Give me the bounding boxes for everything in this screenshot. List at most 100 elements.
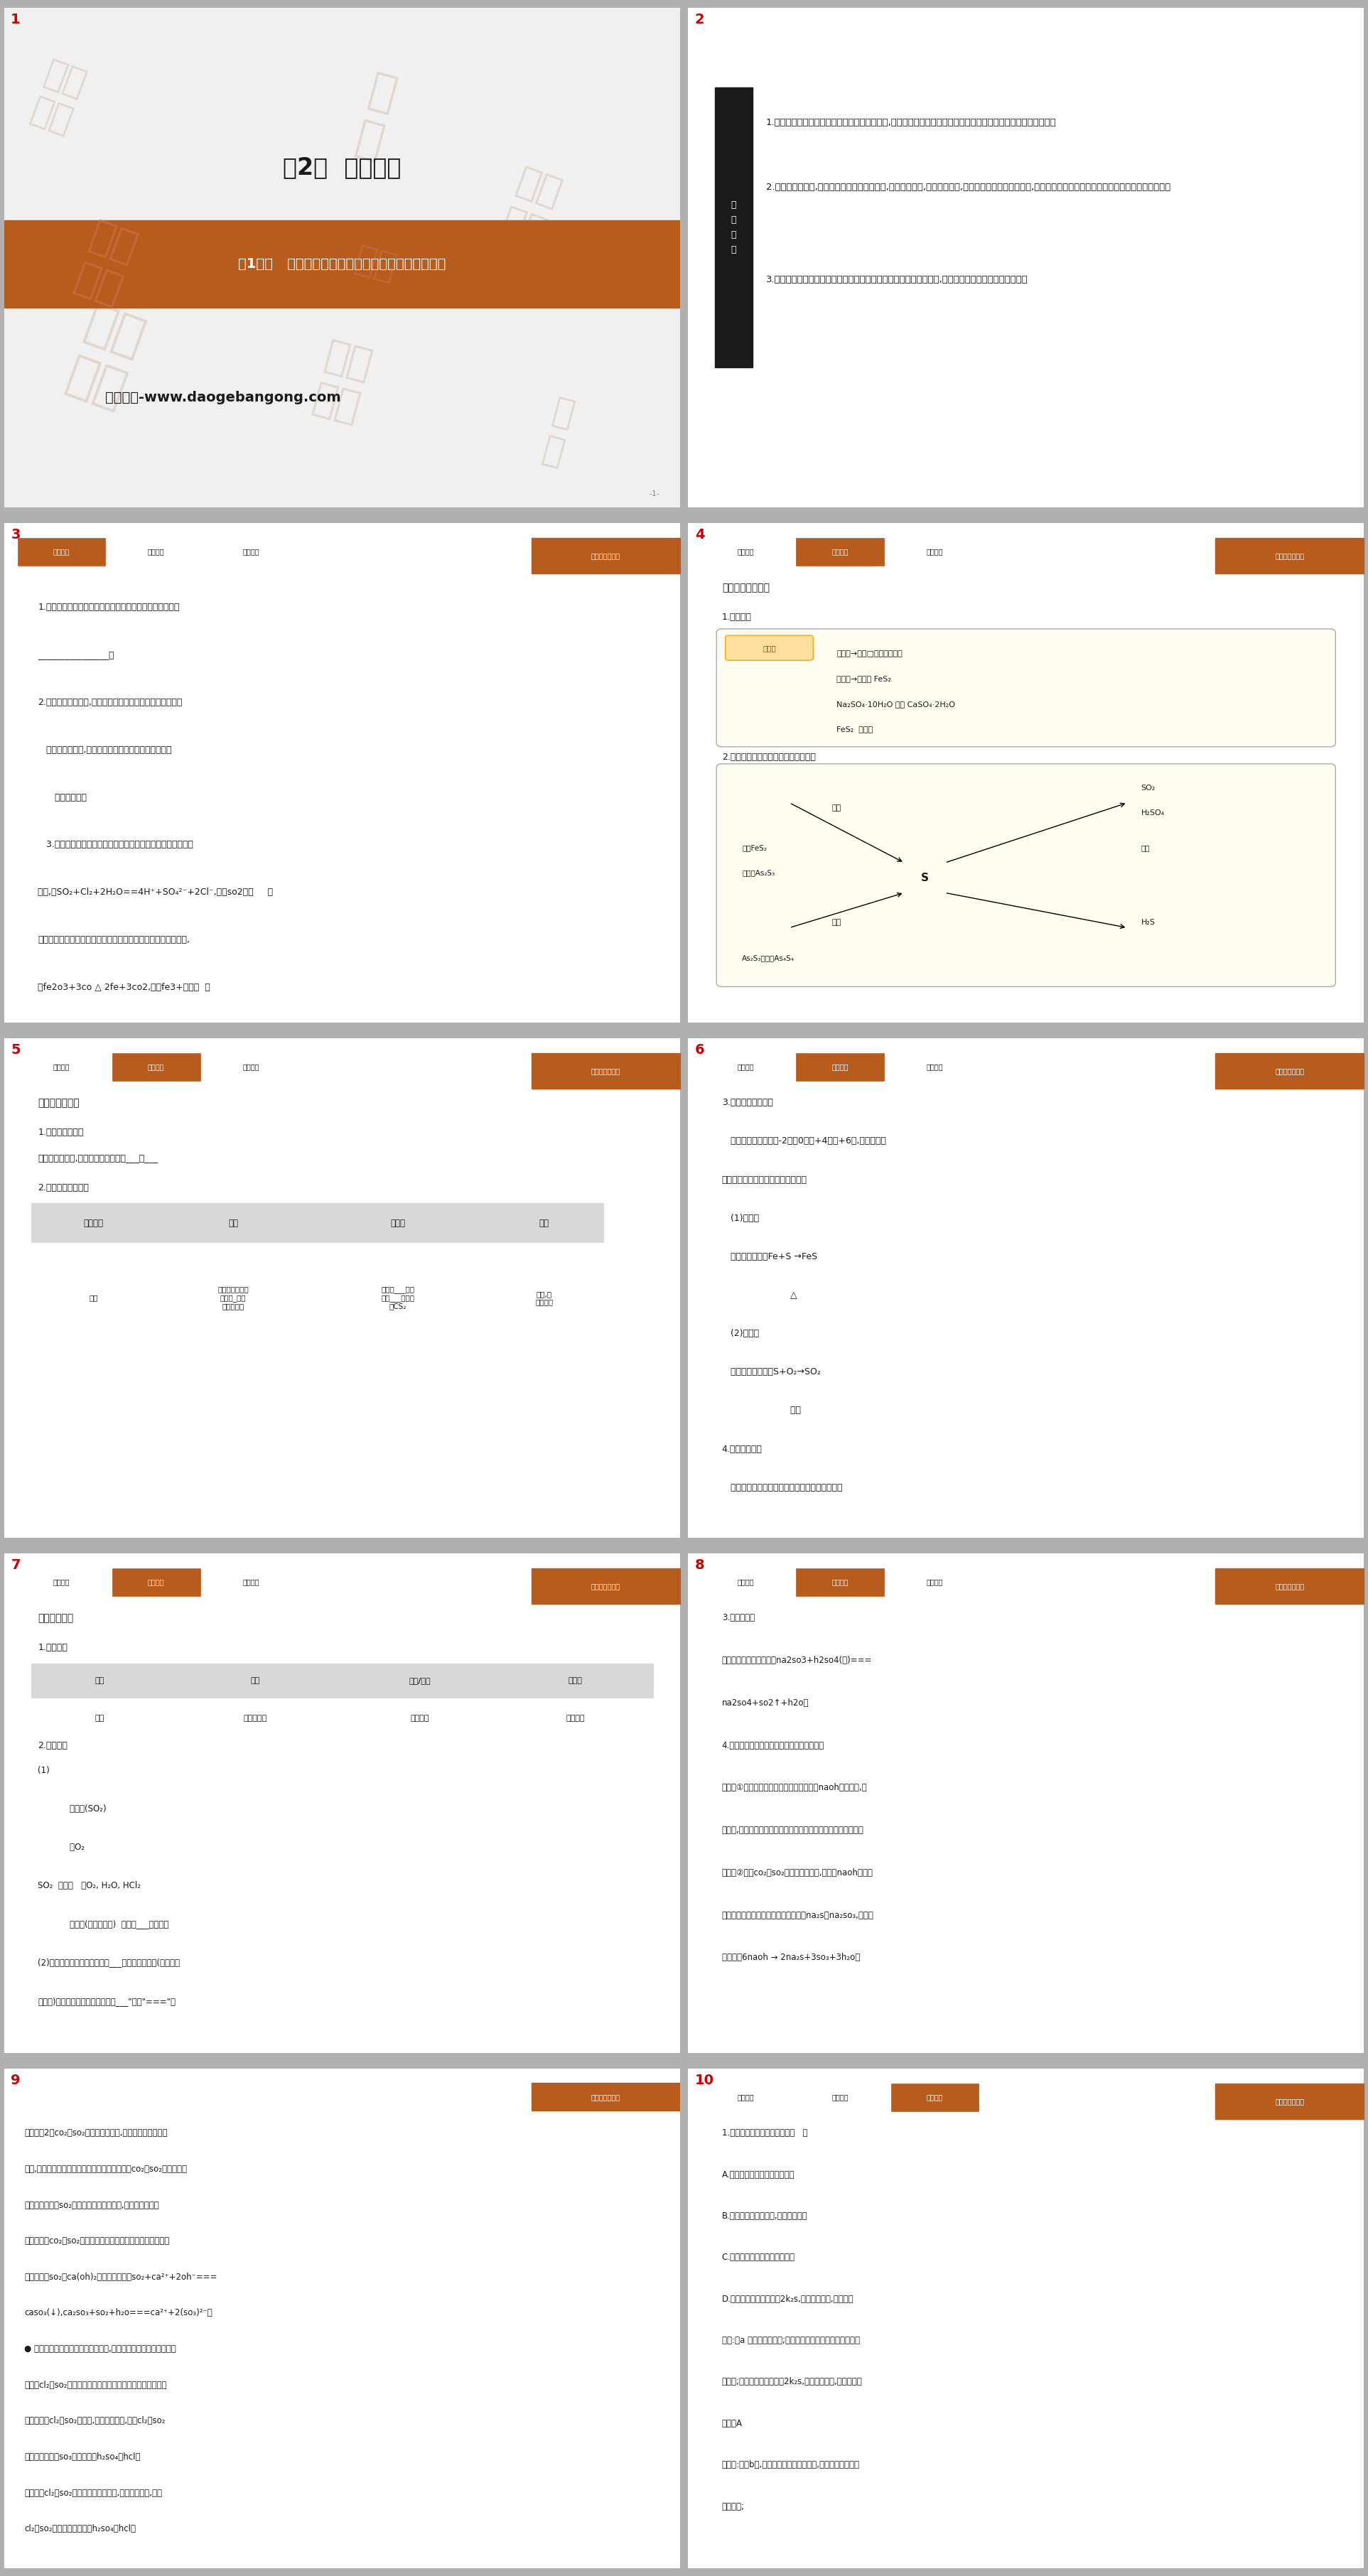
Text: 课前篇自主测试: 课前篇自主测试 [1275, 2097, 1304, 2105]
Text: 2: 2 [695, 13, 705, 26]
Bar [498, 1664, 653, 1698]
Text: 新知探习: 新知探习 [148, 1064, 164, 1072]
Text: 5: 5 [11, 1043, 21, 1056]
Text: 1.下列关于硫的叙述正确的是（   ）: 1.下列关于硫的叙述正确的是（ ） [722, 2128, 807, 2138]
Text: cl₂与so₂反应生成所产生是h₂so₄和hcl。: cl₂与so₂反应生成所产生是h₂so₄和hcl。 [25, 2524, 135, 2535]
Text: 如fe2o3+3co △ 2fe+3co2,证明fe3+具有氧  。: 如fe2o3+3co △ 2fe+3co2,证明fe3+具有氧 。 [38, 981, 211, 992]
Text: 新知探习: 新知探习 [148, 1579, 164, 1587]
Text: 熔、沸点: 熔、沸点 [83, 1218, 103, 1229]
Bar [18, 1054, 105, 1079]
Text: 2.硫元素有不同价态,含同种价态硫元素的物质之间可以通过: 2.硫元素有不同价态,含同种价态硫元素的物质之间可以通过 [38, 698, 182, 706]
Bar [702, 2084, 789, 2110]
Text: 将等量的cl₂与so₂同时通入品红溶液中,漂白性会消失,因为: 将等量的cl₂与so₂同时通入品红溶液中,漂白性会消失,因为 [25, 2488, 163, 2499]
Bar [342, 1698, 498, 1739]
Text: 逆反应)。在可逆反应的方程式中，___"代替"==="。: 逆反应)。在可逆反应的方程式中，___"代替"==="。 [38, 1996, 175, 2007]
Bar [715, 88, 1337, 368]
Bar [31, 1664, 168, 1698]
FancyBboxPatch shape [717, 629, 1335, 747]
Text: 知识储备: 知识储备 [53, 1579, 70, 1587]
Text: 道
格: 道 格 [539, 394, 577, 471]
Text: 应还原剂;: 应还原剂; [722, 2501, 744, 2512]
Text: 发生反应生成了so₃所以结果是h₂so₄和hcl。: 发生反应生成了so₃所以结果是h₂so₄和hcl。 [25, 2452, 141, 2463]
Text: -1-: -1- [648, 489, 659, 497]
Bar [1215, 2084, 1364, 2120]
Text: 道格
办公: 道格 办公 [70, 216, 142, 312]
Text: 似性,结合已有的知识探究能否用澄清石灰水鉴别co₂和so₂。为什么？: 似性,结合已有的知识探究能否用澄清石灰水鉴别co₂和so₂。为什么？ [25, 2164, 187, 2174]
Bar [891, 1569, 978, 1595]
Bar [168, 1698, 342, 1739]
Text: 课前篇自主测试: 课前篇自主测试 [1275, 1582, 1304, 1589]
Text: 密度/相对: 密度/相对 [409, 1677, 431, 1685]
Text: 素
养
目
标: 素 养 目 标 [731, 201, 736, 255]
Bar [486, 1203, 603, 1244]
Text: 第1课时   自然界中不同价态的硫元素及其之间的转化: 第1课时 自然界中不同价态的硫元素及其之间的转化 [238, 258, 446, 270]
Bar [112, 1054, 200, 1079]
Text: 6: 6 [695, 1043, 705, 1056]
Text: 氧化性(SO₂): 氧化性(SO₂) [38, 1803, 107, 1814]
Text: 淀；是量的co₂和so₂通入澄清石灰水出现的象是先变浑浊后变: 淀；是量的co₂和so₂通入澄清石灰水出现的象是先变浑浊后变 [25, 2236, 170, 2246]
Bar [311, 1244, 486, 1352]
Text: 溶解性: 溶解性 [390, 1218, 405, 1229]
Text: 课前篇自主预习: 课前篇自主预习 [591, 2094, 620, 2099]
Text: 1.根据生产、生活中的应用实例或通过实验探究,能从宏观和微观相结合的视角认识硫及其重要化合物的主要性质。: 1.根据生产、生活中的应用实例或通过实验探究,能从宏观和微观相结合的视角认识硫及… [766, 118, 1056, 126]
Text: 还原: 还原 [832, 920, 841, 927]
Text: 与铁发生反应：Fe+S →FeS: 与铁发生反应：Fe+S →FeS [722, 1252, 817, 1262]
Text: 硫元素常见的价态有-2价、0价、+4价、+6价,硫单质位于: 硫元素常见的价态有-2价、0价、+4价、+6价,硫单质位于 [722, 1136, 886, 1146]
Text: 应相互转化。: 应相互转化。 [38, 793, 88, 801]
Bar [531, 2084, 680, 2110]
Text: (2)还原性: (2)还原性 [722, 1329, 759, 1337]
Bar [31, 1203, 156, 1244]
Text: 化合态→黄铁矿 FeS₂: 化合态→黄铁矿 FeS₂ [837, 675, 892, 683]
Text: 新知探习: 新知探习 [832, 2094, 848, 2102]
Text: 4: 4 [695, 528, 705, 541]
Text: 提示：不能。当so₂通入到澄清石灰水中时,均会生成白色沉: 提示：不能。当so₂通入到澄清石灰水中时,均会生成白色沉 [25, 2200, 159, 2210]
Text: 4.硫单质的用途: 4.硫单质的用途 [722, 1445, 762, 1453]
Text: 【探究①】若试管内有单质硫存在时可加入naoh溶液加热,向: 【探究①】若试管内有单质硫存在时可加入naoh溶液加热,向 [722, 1783, 867, 1793]
Text: 三、二氧化硫: 三、二氧化硫 [38, 1613, 74, 1623]
Text: 9: 9 [11, 2074, 21, 2087]
Bar [342, 1664, 498, 1698]
Bar [1215, 1054, 1364, 1090]
Text: 澄清。其中so₂与ca(oh)₂反应的方程式为so₂+ca²⁺+2oh⁻===: 澄清。其中so₂与ca(oh)₂反应的方程式为so₂+ca²⁺+2oh⁻=== [25, 2272, 218, 2282]
Text: 3: 3 [11, 528, 21, 541]
Bar [1215, 1569, 1364, 1605]
Text: 10: 10 [695, 2074, 714, 2087]
Text: 硫化时为黄色成
液体，_下固
液黄色固体: 硫化时为黄色成 液体，_下固 液黄色固体 [218, 1285, 249, 1311]
Text: 1: 1 [11, 13, 21, 26]
Text: 道格
办公: 道格 办公 [497, 162, 566, 252]
Text: 新知探习: 新知探习 [832, 1579, 848, 1587]
Text: 解析说:选项b中,硫单质难溶于水在常温下,不能跟酸碱发生反: 解析说:选项b中,硫单质难溶于水在常温下,不能跟酸碱发生反 [722, 2460, 859, 2470]
Text: C.只能以化合态存在于自然界中: C.只能以化合态存在于自然界中 [722, 2254, 795, 2262]
Text: 1.硫单质是黑火药的主要成分。黑火药爆炸的化学方程式为: 1.硫单质是黑火药的主要成分。黑火药爆炸的化学方程式为 [38, 603, 179, 613]
Text: 石膏: 石膏 [1141, 845, 1149, 850]
Text: (2)可逆反应：在相同条件下，___同时进行的反应(正反应和: (2)可逆反应：在相同条件下，___同时进行的反应(正反应和 [38, 1958, 181, 1968]
Text: 溶解性: 溶解性 [568, 1677, 583, 1685]
Text: 游离态: 游离态 [762, 644, 776, 652]
Text: 硫单质可用于制硫酸、化肥、火柴、杀虫剂等。: 硫单质可用于制硫酸、化肥、火柴、杀虫剂等。 [722, 1484, 843, 1492]
Text: 较低: 较低 [89, 1296, 97, 1301]
Text: 知识储备: 知识储备 [737, 1579, 754, 1587]
Text: 1.硫的同素异形体: 1.硫的同素异形体 [38, 1128, 83, 1139]
Text: H₂SO₄: H₂SO₄ [1141, 809, 1164, 817]
Text: 一、自然界中的硫: 一、自然界中的硫 [722, 582, 770, 592]
Bar [156, 1244, 311, 1352]
Text: 知识储备: 知识储备 [737, 1064, 754, 1072]
Text: B.硫单质既能跟酸反应,又能跟碱反应: B.硫单质既能跟酸反应,又能跟碱反应 [722, 2210, 807, 2221]
Text: 二、认识硫单质: 二、认识硫单质 [38, 1097, 79, 1108]
Text: 无色: 无色 [94, 1716, 104, 1721]
Bar [702, 538, 789, 564]
Text: 8: 8 [695, 1558, 705, 1571]
Bar [207, 1054, 294, 1079]
Text: 试液中,即可去去分层反应的原理并写出相关反应的化学方程式。: 试液中,即可去去分层反应的原理并写出相关反应的化学方程式。 [722, 1826, 863, 1834]
Text: 不溶于___，微
溶于___，易溶
于CS₂: 不溶于___，微 溶于___，易溶 于CS₂ [382, 1285, 415, 1311]
Text: 4.用途：漂白剂、消白剂、消毒剂和防腐剂。: 4.用途：漂白剂、消白剂、消毒剂和防腐剂。 [722, 1741, 825, 1749]
Text: S: S [921, 873, 929, 884]
Bar [486, 1244, 603, 1352]
Text: 探究物质是否具有氧化性可通过使其与合适的还原剂反应来验证,: 探究物质是否具有氧化性可通过使其与合适的还原剂反应来验证, [38, 935, 190, 945]
FancyBboxPatch shape [717, 765, 1335, 987]
Text: 自主测试: 自主测试 [926, 1579, 943, 1587]
Text: 课前篇自主预习: 课前篇自主预习 [591, 1582, 620, 1589]
Text: 自主测试: 自主测试 [926, 1064, 943, 1072]
Text: 写出反应的化学方程式：na2so3+h2so4(浓)===: 写出反应的化学方程式：na2so3+h2so4(浓)=== [722, 1656, 873, 1664]
FancyBboxPatch shape [725, 636, 813, 659]
